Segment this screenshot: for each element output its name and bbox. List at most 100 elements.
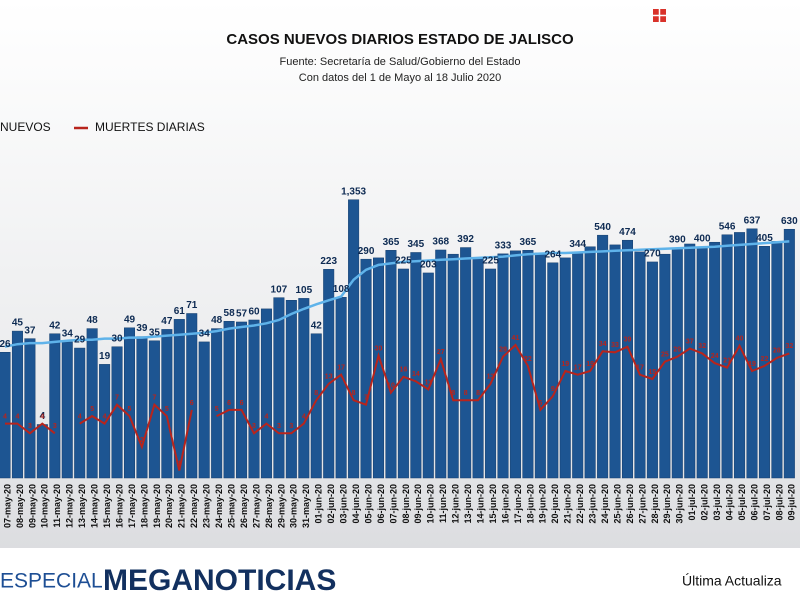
death-label: 5 (90, 406, 94, 413)
bar (422, 272, 434, 479)
death-label: 21 (723, 357, 731, 364)
x-tick-label: 06-jun-20 (376, 484, 386, 524)
death-label: 28 (773, 348, 781, 355)
death-label: 4 (264, 413, 268, 420)
death-label: 4 (3, 413, 7, 420)
x-tick-label: 10-may-20 (40, 484, 50, 528)
x-tick-label: 05-jun-20 (363, 484, 373, 524)
x-tick-label: 20-may-20 (164, 484, 174, 528)
value-label: 26 (0, 339, 11, 350)
death-label: 15 (649, 369, 657, 376)
value-label: 35 (149, 327, 161, 338)
death-label: 6 (240, 400, 244, 407)
bar (273, 297, 285, 479)
x-tick-label: 08-jul-20 (774, 484, 784, 521)
bar (11, 330, 23, 479)
bar (721, 234, 733, 479)
x-tick-label: 03-jul-20 (712, 484, 722, 521)
x-tick-label: 28-jun-20 (650, 484, 660, 524)
deaths-line (5, 343, 790, 471)
value-label: 30 (111, 333, 123, 344)
bar (323, 269, 335, 479)
bar (124, 327, 135, 479)
x-tick-label: 16-may-20 (114, 484, 124, 528)
bar (435, 249, 447, 479)
death-label: 6 (227, 400, 231, 407)
x-tick-label: 02-jun-20 (326, 484, 336, 524)
value-label: 540 (594, 222, 611, 233)
x-tick-label: 08-jun-20 (401, 484, 411, 524)
death-label: 40 (736, 336, 744, 343)
death-label: 33 (611, 342, 619, 349)
footer-band (0, 548, 800, 600)
bar (24, 338, 36, 479)
bar (49, 333, 61, 479)
value-label: 37 (24, 325, 36, 336)
death-label: 11 (425, 379, 433, 386)
x-tick-label: 09-jun-20 (413, 484, 423, 524)
x-tick-label: 19-jun-20 (538, 484, 548, 524)
value-label: 58 (224, 308, 236, 319)
bar (509, 250, 521, 479)
death-label: 13 (325, 374, 333, 381)
bar (559, 257, 571, 479)
value-label: 392 (457, 234, 474, 245)
death-label: 30 (375, 345, 383, 352)
death-label: 6 (538, 400, 542, 407)
value-label: 223 (320, 256, 337, 267)
value-label: 42 (49, 320, 61, 331)
x-tick-label: 20-jun-20 (550, 484, 560, 524)
death-label: 5 (128, 406, 132, 413)
death-label: 3 (53, 423, 57, 430)
bar (360, 258, 372, 479)
x-tick-label: 11-may-20 (52, 484, 62, 528)
x-tick-label: 12-jun-20 (451, 484, 461, 524)
bar (460, 247, 472, 479)
x-tick-label: 21-jun-20 (563, 484, 573, 524)
x-tick-label: 11-jun-20 (438, 484, 448, 523)
value-label: 29 (74, 335, 86, 346)
x-tick-label: 01-jul-20 (687, 484, 697, 521)
death-label: 13 (487, 374, 495, 381)
bar (746, 228, 758, 479)
value-label: 345 (408, 239, 425, 250)
x-tick-label: 07-jul-20 (762, 484, 772, 521)
value-label: 203 (420, 260, 437, 271)
bar (260, 308, 272, 479)
death-label: 32 (698, 343, 706, 350)
x-tick-label: 05-jul-20 (737, 484, 747, 521)
death-label: 1 (177, 460, 181, 467)
x-tick-label: 21-may-20 (177, 484, 187, 528)
x-tick-label: 24-may-20 (214, 484, 224, 528)
x-tick-label: 01-jun-20 (314, 484, 324, 524)
death-label: 3 (252, 423, 256, 430)
bar (61, 341, 73, 479)
value-label: 368 (432, 237, 449, 248)
bar (248, 319, 260, 479)
death-label: 5 (215, 406, 219, 413)
x-tick-label: 09-may-20 (27, 484, 37, 528)
death-label: 19 (586, 361, 594, 368)
value-label: 290 (358, 246, 375, 257)
death-label: 27 (437, 349, 445, 356)
death-label: 41 (512, 335, 520, 342)
death-label: 29 (499, 347, 507, 354)
bar (397, 268, 409, 479)
value-label: 57 (236, 309, 248, 320)
bar (671, 247, 683, 479)
death-label: 4 (15, 413, 19, 420)
death-label: 17 (574, 365, 582, 372)
legend-label: MUERTES DIARIAS (95, 120, 205, 134)
value-label: 108 (333, 284, 350, 295)
death-label: 7 (152, 395, 156, 402)
x-tick-label: 07-may-20 (2, 484, 12, 528)
x-tick-label: 17-may-20 (127, 484, 137, 528)
x-tick-label: 17-jun-20 (513, 484, 523, 524)
value-label: 344 (569, 239, 586, 250)
value-label: 225 (482, 256, 499, 267)
death-label: 3 (277, 423, 281, 430)
bar (211, 328, 223, 479)
x-tick-label: 04-jul-20 (724, 484, 734, 521)
death-label: 17 (337, 365, 345, 372)
